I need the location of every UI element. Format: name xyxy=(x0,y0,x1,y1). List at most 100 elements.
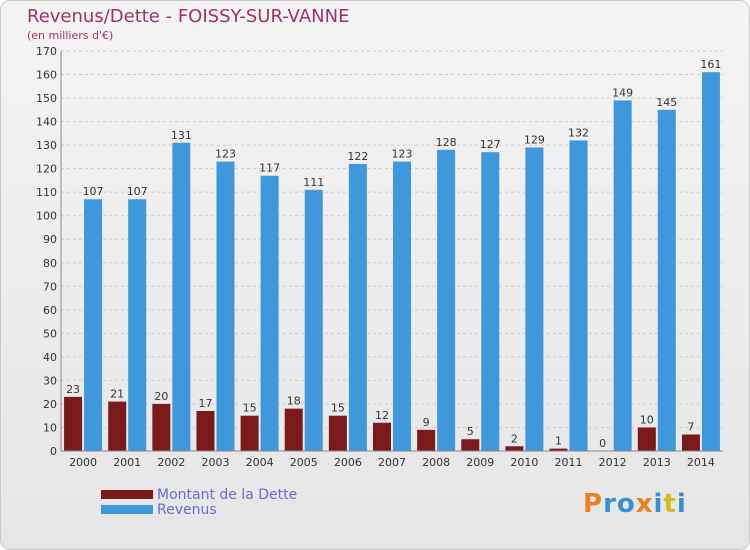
bar-dette xyxy=(328,415,347,451)
logo-letter: P xyxy=(583,489,604,519)
data-label-revenus: 117 xyxy=(259,162,280,175)
y-tick-label: 90 xyxy=(43,233,57,246)
proxiti-logo: Proxiti xyxy=(583,489,687,519)
bar-revenus xyxy=(569,140,588,452)
data-label-revenus: 149 xyxy=(612,86,633,99)
bar-revenus xyxy=(348,163,367,452)
bar-revenus xyxy=(701,72,720,452)
legend-label-revenus: Revenus xyxy=(157,502,217,518)
data-label-revenus: 107 xyxy=(83,185,104,198)
x-tick-label: 2007 xyxy=(378,456,406,469)
x-tick-label: 2010 xyxy=(510,456,538,469)
data-label-dette: 1 xyxy=(555,435,562,448)
bar-dette xyxy=(373,422,391,451)
y-tick-label: 100 xyxy=(36,210,57,223)
bar-dette xyxy=(240,415,259,451)
bar-revenus xyxy=(172,142,191,451)
bar-revenus xyxy=(525,147,544,451)
bar-revenus xyxy=(481,152,500,452)
y-tick-label: 30 xyxy=(43,374,57,387)
y-tick-label: 40 xyxy=(43,351,57,364)
bar-dette xyxy=(681,434,700,451)
y-tick-label: 150 xyxy=(36,92,57,105)
logo-letter: i xyxy=(653,489,664,519)
data-label-revenus: 128 xyxy=(436,136,457,149)
y-tick-label: 10 xyxy=(43,421,57,434)
y-tick-label: 130 xyxy=(36,139,57,152)
data-label-revenus: 129 xyxy=(524,133,545,146)
data-label-revenus: 127 xyxy=(480,138,501,151)
legend-swatch-revenus xyxy=(101,505,153,514)
y-tick-label: 0 xyxy=(50,445,57,458)
y-tick-label: 50 xyxy=(43,327,57,340)
y-tick-label: 110 xyxy=(36,186,57,199)
data-label-dette: 20 xyxy=(154,390,168,403)
logo-letter: o xyxy=(616,489,636,519)
x-tick-label: 2009 xyxy=(466,456,494,469)
logo-letter: x xyxy=(635,489,654,519)
x-tick-label: 2001 xyxy=(113,456,141,469)
legend-label-dette: Montant de la Dette xyxy=(157,487,298,503)
data-label-revenus: 145 xyxy=(656,96,677,109)
data-label-dette: 2 xyxy=(511,432,518,445)
grid xyxy=(61,50,723,452)
bar-revenus xyxy=(613,100,632,451)
bar-dette xyxy=(64,396,83,451)
x-tick-label: 2013 xyxy=(643,456,671,469)
data-label-revenus: 122 xyxy=(347,150,368,163)
bar-dette xyxy=(284,408,303,451)
data-label-dette: 5 xyxy=(467,425,474,438)
bar-dette xyxy=(108,401,127,451)
bar-dette xyxy=(461,439,480,451)
axes: 0102030405060708090100110120130140150160… xyxy=(36,45,723,469)
bar-dette xyxy=(549,448,568,451)
bar-revenus xyxy=(657,109,676,451)
logo-letter: i xyxy=(676,489,687,519)
x-tick-label: 2014 xyxy=(687,456,715,469)
data-label-dette: 7 xyxy=(687,421,694,434)
data-label-revenus: 123 xyxy=(392,148,413,161)
y-tick-label: 170 xyxy=(36,45,57,58)
bar-dette xyxy=(637,427,656,451)
bar-revenus xyxy=(437,149,456,451)
x-tick-label: 2003 xyxy=(201,456,229,469)
logo-letter: t xyxy=(663,489,677,519)
bar-dette xyxy=(196,411,215,451)
x-tick-label: 2004 xyxy=(246,456,274,469)
bars xyxy=(64,72,720,452)
data-label-dette: 23 xyxy=(66,383,80,396)
data-label-dette: 15 xyxy=(243,402,257,415)
x-tick-label: 2005 xyxy=(290,456,318,469)
data-label-dette: 15 xyxy=(331,402,345,415)
bar-revenus xyxy=(304,189,323,451)
data-label-revenus: 161 xyxy=(700,58,721,71)
bar-revenus xyxy=(216,161,235,451)
data-labels: 2310721107201311712315117181111512212123… xyxy=(66,58,721,450)
chart-title: Revenus/Dette - FOISSY-SUR-VANNE xyxy=(27,6,350,27)
y-tick-label: 60 xyxy=(43,304,57,317)
data-label-dette: 12 xyxy=(375,409,389,422)
y-tick-label: 120 xyxy=(36,163,57,176)
y-tick-label: 80 xyxy=(43,257,57,270)
data-label-dette: 10 xyxy=(640,413,654,426)
chart-subtitle: (en milliers d'€) xyxy=(27,29,114,42)
y-tick-label: 20 xyxy=(43,398,57,411)
bar-revenus xyxy=(260,175,279,452)
bar-revenus xyxy=(84,199,103,451)
bar-revenus xyxy=(128,199,147,451)
data-label-dette: 9 xyxy=(423,416,430,429)
data-label-revenus: 123 xyxy=(215,148,236,161)
logo-letter: r xyxy=(603,489,617,519)
data-label-revenus: 107 xyxy=(127,185,148,198)
x-tick-label: 2006 xyxy=(334,456,362,469)
data-label-dette: 0 xyxy=(599,437,606,450)
x-tick-label: 2008 xyxy=(422,456,450,469)
x-tick-label: 2002 xyxy=(157,456,185,469)
data-label-revenus: 132 xyxy=(568,126,589,139)
bar-revenus xyxy=(393,161,411,451)
data-label-dette: 17 xyxy=(198,397,212,410)
x-tick-label: 2012 xyxy=(599,456,627,469)
bar-dette xyxy=(152,403,171,451)
x-tick-label: 2011 xyxy=(555,456,583,469)
